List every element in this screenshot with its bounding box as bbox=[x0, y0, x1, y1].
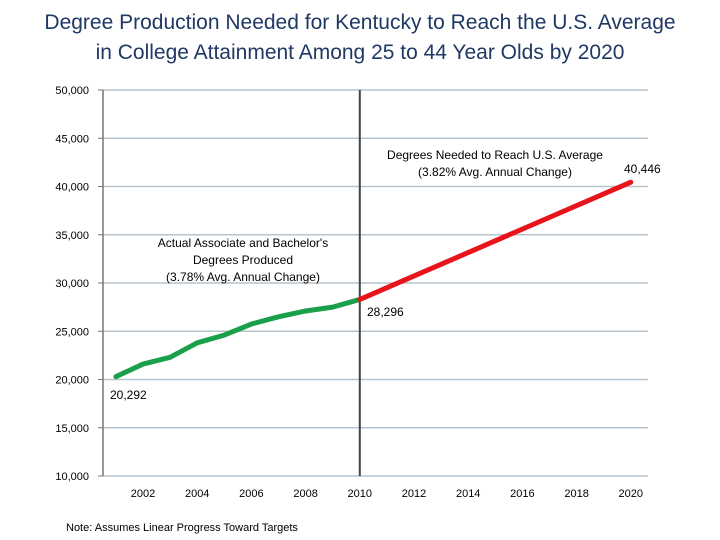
chart-title-line2: in College Attainment Among 25 to 44 Yea… bbox=[95, 41, 625, 64]
x-tick-label: 2014 bbox=[456, 488, 480, 500]
x-tick-label: 2002 bbox=[131, 488, 155, 500]
annotation-actual-1: Actual Associate and Bachelor's bbox=[158, 236, 328, 250]
annotation-needed-1: Degrees Needed to Reach U.S. Average bbox=[387, 148, 603, 162]
annotation-actual-2: Degrees Produced bbox=[193, 253, 293, 267]
y-tick-label: 45,000 bbox=[55, 133, 89, 145]
x-tick-label: 2006 bbox=[239, 488, 263, 500]
y-tick-label: 35,000 bbox=[55, 230, 89, 242]
x-tick-label: 2004 bbox=[185, 488, 209, 500]
x-tick-label: 2020 bbox=[619, 488, 643, 500]
y-tick-label: 15,000 bbox=[55, 423, 89, 435]
x-tick-label: 2008 bbox=[293, 488, 317, 500]
x-tick-label: 2016 bbox=[510, 488, 534, 500]
label-end: 40,446 bbox=[624, 162, 661, 176]
x-tick-label: 2012 bbox=[402, 488, 426, 500]
annotation-actual-3: (3.78% Avg. Annual Change) bbox=[166, 270, 320, 284]
y-tick-label: 10,000 bbox=[55, 471, 89, 483]
series-line-1 bbox=[357, 179, 634, 302]
annotation-needed-2: (3.82% Avg. Annual Change) bbox=[418, 165, 572, 179]
x-tick-label: 2010 bbox=[348, 488, 372, 500]
y-tick-label: 30,000 bbox=[55, 278, 89, 290]
series-line-0 bbox=[113, 296, 363, 380]
y-tick-label: 40,000 bbox=[55, 182, 89, 194]
chart-title-line1: Degree Production Needed for Kentucky to… bbox=[44, 11, 676, 34]
label-start: 20,292 bbox=[110, 388, 147, 402]
label-2010: 28,296 bbox=[367, 305, 404, 319]
x-tick-label: 2018 bbox=[564, 488, 588, 500]
chart-note: Note: Assumes Linear Progress Toward Tar… bbox=[66, 522, 298, 534]
y-tick-label: 50,000 bbox=[55, 85, 89, 97]
y-tick-label: 20,000 bbox=[55, 375, 89, 387]
y-tick-label: 25,000 bbox=[55, 326, 89, 338]
